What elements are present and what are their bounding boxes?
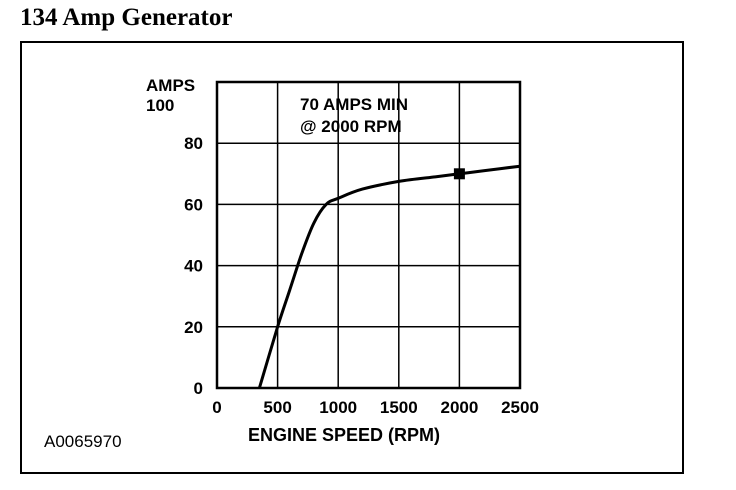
x-tick-label: 500 [263,398,291,417]
grid-lines [217,82,520,388]
y-tick-label: 60 [184,195,203,214]
annotation-line-2: @ 2000 RPM [300,117,402,136]
x-tick-label: 2500 [501,398,539,417]
page-title: 134 Amp Generator [20,4,233,31]
y-axis-label: AMPS [146,76,195,95]
series-line [257,164,521,389]
y-tick-labels: 0 20 40 60 80 [184,134,203,398]
figure-id: A0065970 [44,432,122,451]
plot-area [215,80,522,390]
annotation-line-1: 70 AMPS MIN [300,95,408,114]
y-axis-top-label: 100 [146,96,174,115]
x-tick-label: 2000 [440,398,478,417]
y-tick-label: 80 [184,134,203,153]
marker-point [453,168,465,180]
y-tick-label: 0 [194,379,203,398]
y-tick-label: 20 [184,318,203,337]
x-tick-label: 1500 [380,398,418,417]
y-tick-label: 40 [184,257,203,276]
x-axis-label: ENGINE SPEED (RPM) [248,425,440,445]
x-tick-labels: 0 500 1000 1500 2000 2500 [212,398,539,417]
figure-frame [20,41,684,474]
x-tick-label: 0 [212,398,221,417]
x-tick-label: 1000 [319,398,357,417]
